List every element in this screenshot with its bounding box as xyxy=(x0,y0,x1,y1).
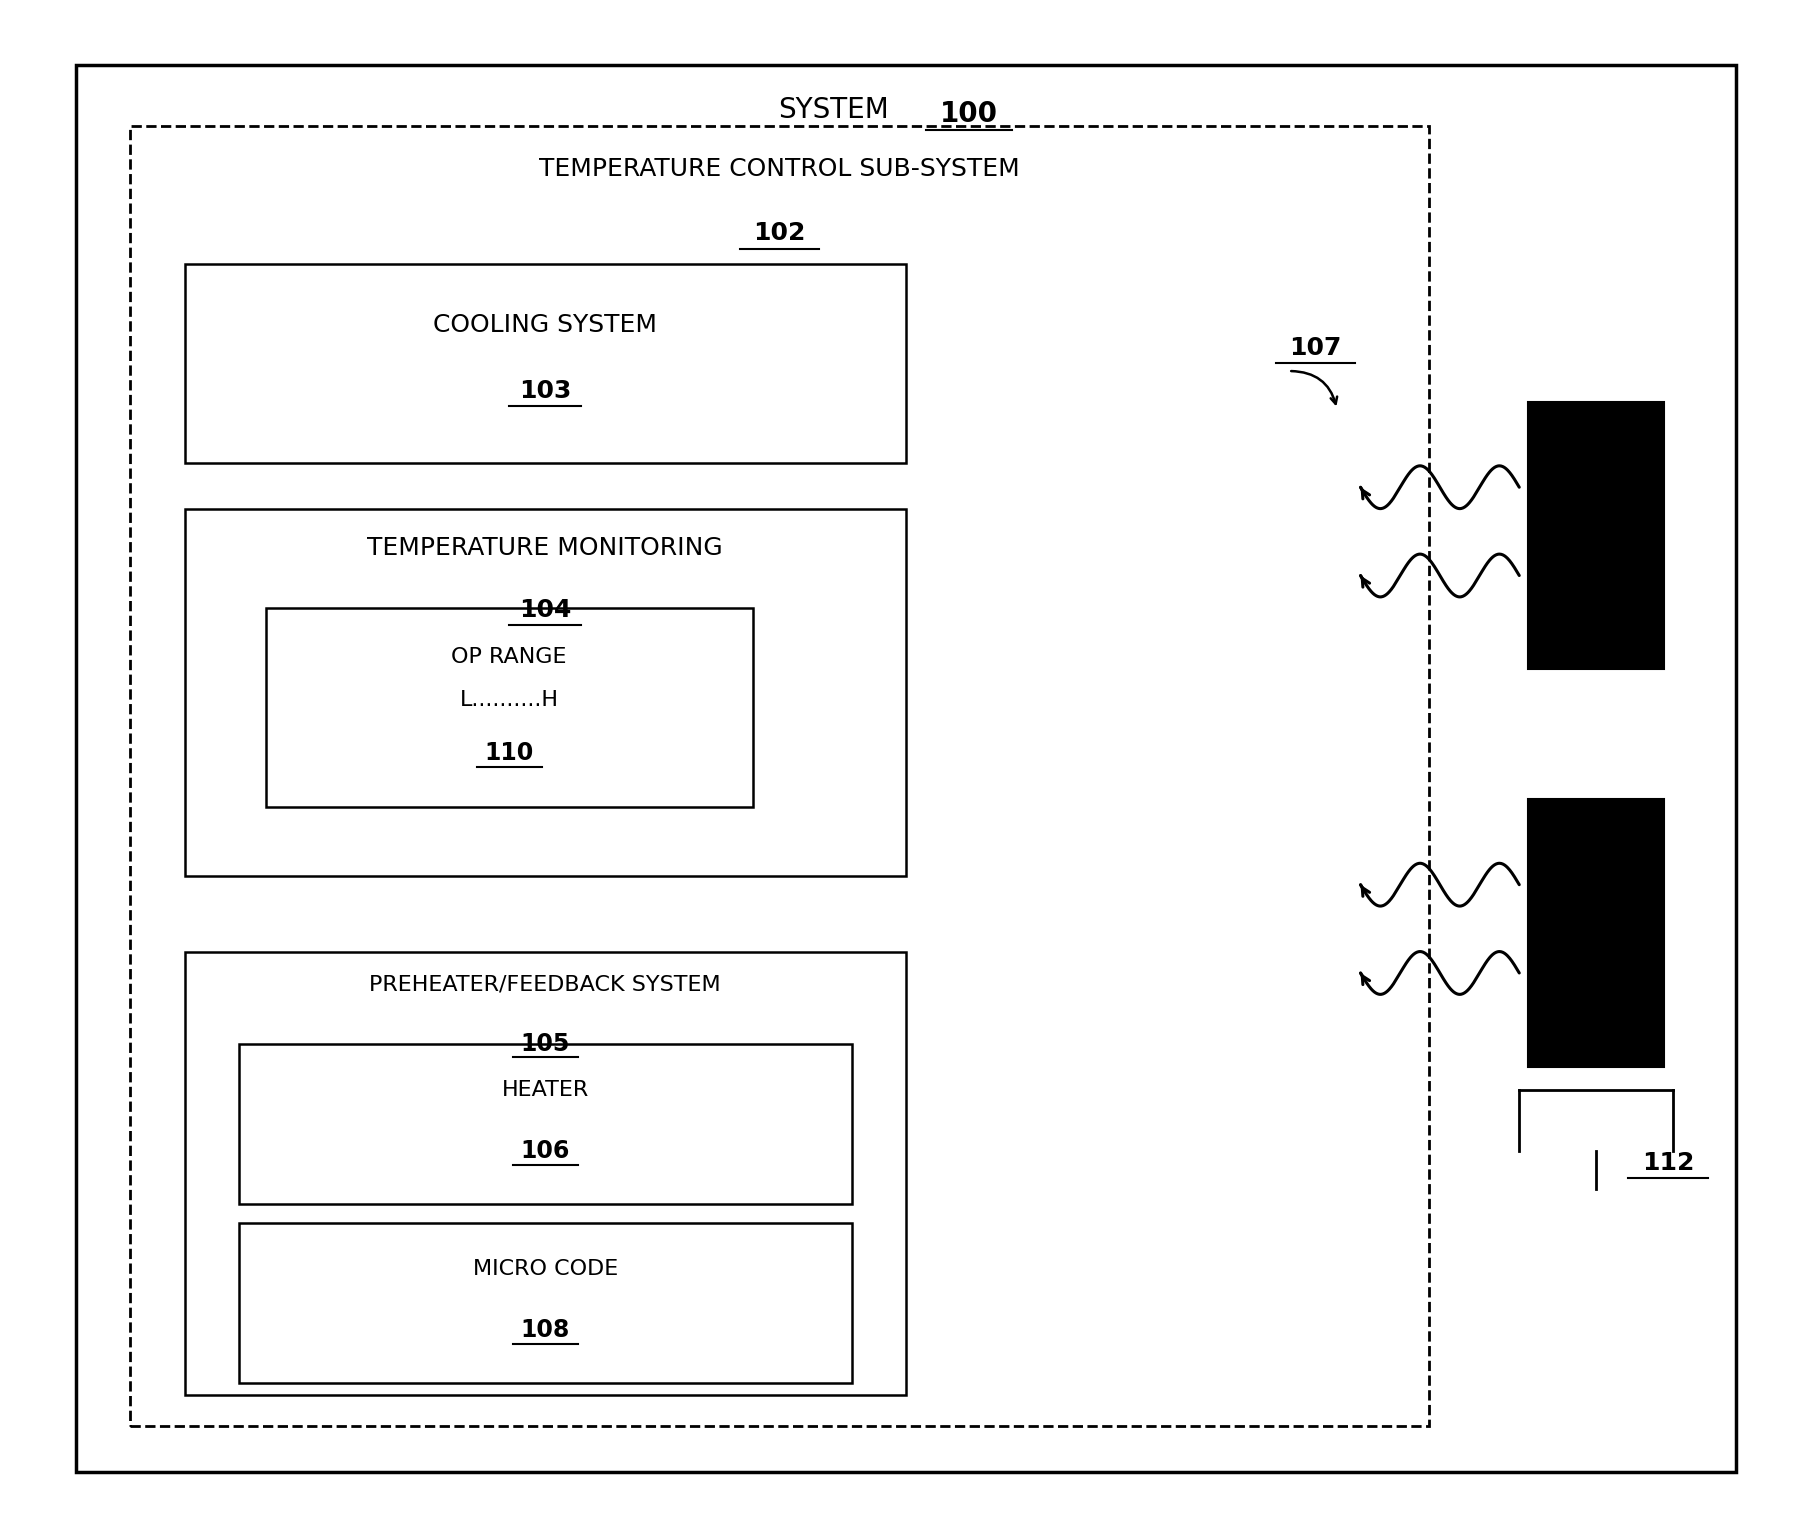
Text: 104: 104 xyxy=(518,598,571,621)
Text: 105: 105 xyxy=(520,1031,571,1056)
Bar xyxy=(1528,799,1663,1067)
Text: OP RANGE: OP RANGE xyxy=(451,647,567,667)
Text: MICRO CODE: MICRO CODE xyxy=(473,1259,618,1279)
Bar xyxy=(1528,401,1663,669)
Text: TEMPERATURE MONITORING: TEMPERATURE MONITORING xyxy=(368,536,723,559)
Text: SYSTEM: SYSTEM xyxy=(779,95,890,124)
Bar xyxy=(239,1044,852,1203)
Text: 102: 102 xyxy=(754,221,806,246)
Text: 103: 103 xyxy=(518,380,571,403)
Bar xyxy=(185,264,906,463)
Text: 112: 112 xyxy=(1642,1151,1694,1174)
Text: L..........H: L..........H xyxy=(460,690,558,710)
Text: PREHEATER/FEEDBACK SYSTEM: PREHEATER/FEEDBACK SYSTEM xyxy=(370,974,721,994)
Bar xyxy=(130,126,1430,1426)
Text: HEATER: HEATER xyxy=(502,1081,589,1100)
Bar xyxy=(239,1222,852,1383)
Text: 108: 108 xyxy=(520,1319,571,1342)
Text: COOLING SYSTEM: COOLING SYSTEM xyxy=(433,314,658,337)
Text: 107: 107 xyxy=(1290,337,1341,360)
Bar xyxy=(185,951,906,1396)
Bar xyxy=(266,609,752,807)
Text: 110: 110 xyxy=(484,741,535,765)
Text: TEMPERATURE CONTROL SUB-SYSTEM: TEMPERATURE CONTROL SUB-SYSTEM xyxy=(540,157,1020,181)
Text: 106: 106 xyxy=(520,1139,571,1164)
Bar xyxy=(185,509,906,876)
Text: 100: 100 xyxy=(940,100,998,128)
